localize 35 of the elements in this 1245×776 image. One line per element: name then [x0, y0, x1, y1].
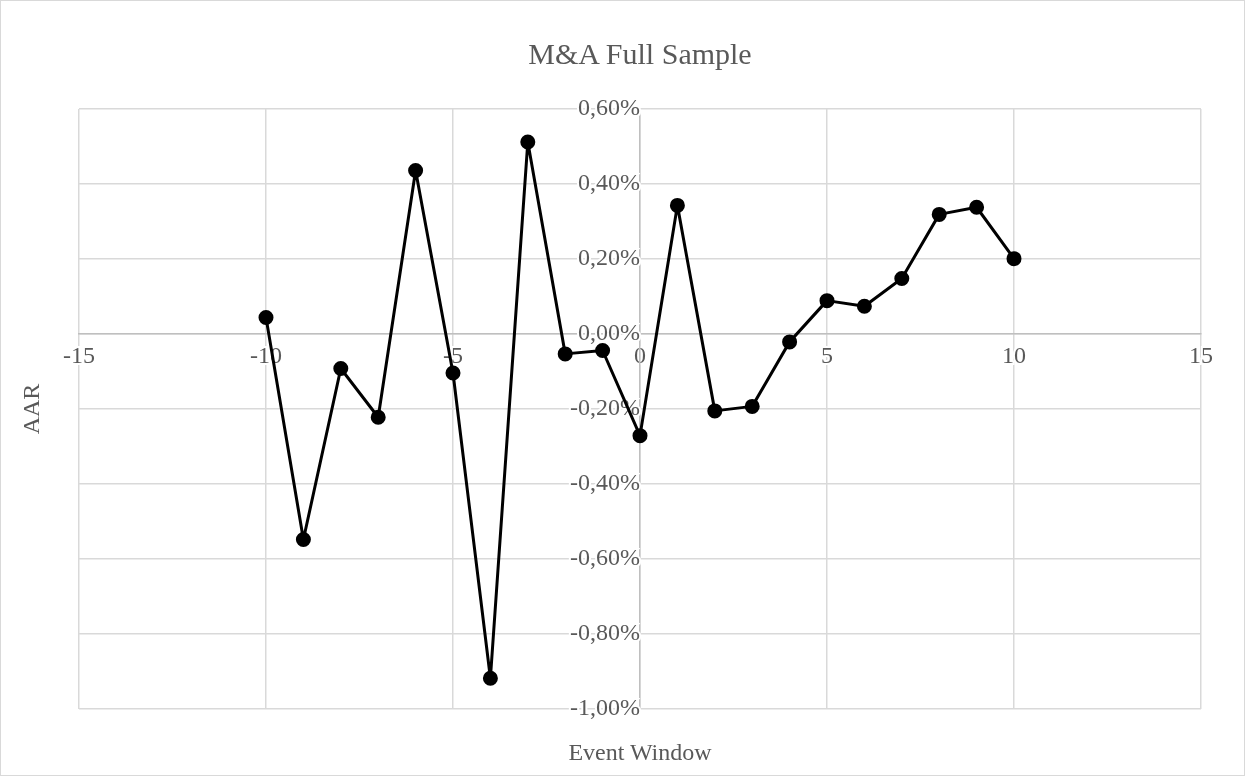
x-tick-label: 5 — [821, 341, 833, 368]
point — [258, 310, 274, 325]
point — [969, 199, 985, 215]
y-tick-label: -0,40% — [570, 469, 641, 496]
point — [295, 532, 311, 547]
point — [445, 365, 461, 381]
x-tick-label: 10 — [1002, 341, 1026, 368]
y-tick-label: -0,60% — [570, 544, 641, 571]
point — [856, 298, 872, 314]
point — [782, 334, 798, 350]
y-tick-label: -0,80% — [570, 619, 641, 646]
point — [931, 206, 947, 222]
point — [557, 346, 573, 362]
point — [482, 670, 498, 686]
point — [669, 197, 685, 213]
y-tick-label: 0,60% — [578, 94, 640, 121]
point — [707, 403, 723, 419]
point — [819, 293, 835, 309]
x-tick-label: -15 — [63, 341, 95, 368]
x-axis-title: Event Window — [568, 739, 713, 766]
chart-title: M&A Full Sample — [528, 36, 752, 70]
point — [408, 163, 424, 178]
point — [744, 398, 760, 414]
y-tick-label: -1,00% — [570, 694, 641, 721]
point — [894, 271, 910, 286]
y-tick-label: 0,20% — [578, 244, 640, 271]
point — [595, 343, 611, 358]
point — [632, 428, 648, 444]
point — [520, 134, 536, 150]
point — [333, 361, 349, 376]
y-axis-title: AAR — [18, 383, 45, 435]
point — [1006, 251, 1022, 267]
point — [370, 409, 386, 425]
y-tick-label: 0,40% — [578, 169, 640, 196]
x-tick-label: 15 — [1189, 341, 1213, 368]
